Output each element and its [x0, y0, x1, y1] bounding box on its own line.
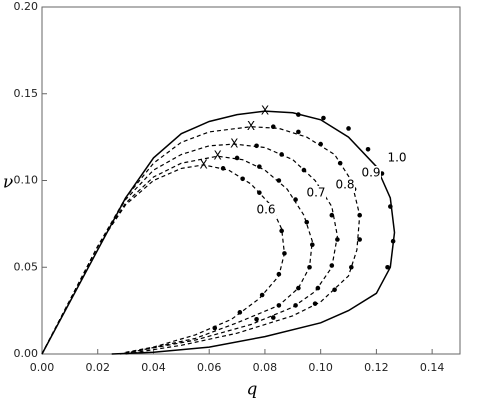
data-dot [240, 176, 245, 182]
label-bg [387, 151, 407, 165]
data-dot [296, 129, 301, 135]
curve-label: 1.0 [387, 151, 406, 165]
data-dot [276, 303, 282, 308]
peak-marker: X [213, 149, 221, 163]
data-dot [270, 315, 276, 320]
data-dot [276, 178, 282, 183]
data-dot [329, 212, 335, 218]
x-axis-label: q [247, 380, 258, 400]
data-dot [388, 204, 393, 209]
data-dot [385, 264, 390, 270]
y-tick-label: 0.15 [14, 87, 39, 100]
data-dot [315, 285, 321, 291]
data-dot [318, 141, 323, 147]
x-tick-label: 0.08 [253, 361, 278, 374]
curve [41, 164, 286, 355]
y-axis-label: ν [3, 173, 13, 193]
data-dot [254, 143, 259, 149]
data-dot [346, 126, 351, 131]
plot-frame [41, 6, 461, 355]
data-dot [212, 325, 218, 331]
data-dot [310, 242, 315, 247]
data-dot [312, 301, 318, 306]
data-dot [257, 164, 262, 169]
y-tick-label: 0.05 [14, 260, 39, 273]
data-dot [357, 237, 362, 242]
curve [41, 110, 396, 355]
data-dot [296, 285, 301, 291]
data-dot [237, 310, 243, 315]
x-tick-label: 0.10 [308, 361, 333, 374]
x-tick-label: 0.00 [30, 361, 55, 374]
x-tick-label: 0.14 [420, 361, 445, 374]
peak-marker: X [247, 119, 255, 133]
data-dot [254, 317, 259, 322]
data-dot [304, 219, 310, 225]
data-dot [296, 112, 301, 117]
label-bg [361, 166, 381, 180]
label-bg [256, 203, 276, 217]
y-tick-label: 0.20 [14, 0, 39, 13]
x-tick-label: 0.12 [364, 361, 389, 374]
curve-label: 0.9 [361, 166, 380, 180]
data-dot [220, 166, 226, 171]
data-dot [279, 152, 284, 157]
y-tick-label: 0.10 [14, 174, 39, 187]
data-dot [301, 167, 307, 173]
data-dot [307, 264, 312, 270]
curve-label: 0.6 [256, 203, 275, 217]
data-dot [257, 190, 262, 195]
data-dot [357, 212, 362, 218]
data-dot [337, 160, 343, 166]
data-dot [293, 197, 298, 202]
data-dot [321, 115, 326, 121]
data-dot [332, 287, 337, 293]
data-dot [349, 264, 354, 270]
data-dot [259, 292, 265, 298]
x-tick-label: 0.06 [197, 361, 222, 374]
data-dot [234, 155, 240, 161]
curve [41, 143, 339, 355]
data-dot [276, 271, 282, 277]
data-dot [329, 263, 335, 268]
peak-marker: X [200, 157, 208, 171]
data-dot [270, 124, 276, 130]
data-dot [279, 228, 284, 234]
label-bg [306, 186, 326, 200]
label-bg [335, 178, 355, 192]
data-dot [390, 238, 396, 244]
data-dot [335, 237, 340, 242]
x-tick-label: 0.02 [85, 361, 110, 374]
curve-label: 0.8 [335, 178, 354, 192]
data-dot [365, 146, 371, 152]
peak-marker: X [261, 104, 269, 118]
curve [41, 155, 313, 355]
y-tick-label: 0.00 [14, 347, 39, 360]
curve-label: 0.7 [306, 186, 325, 200]
data-dot [282, 251, 287, 256]
peak-marker: X [230, 137, 238, 151]
x-tick-label: 0.04 [141, 361, 166, 374]
data-dot [293, 303, 298, 308]
